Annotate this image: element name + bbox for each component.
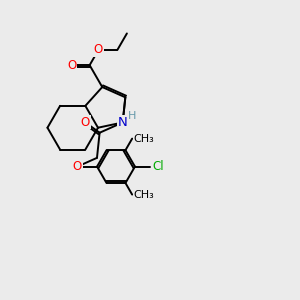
Text: O: O (67, 59, 76, 72)
Text: O: O (73, 160, 82, 173)
Text: S: S (118, 116, 127, 129)
Text: H: H (128, 111, 136, 121)
Text: O: O (81, 116, 90, 129)
Text: Cl: Cl (153, 160, 164, 173)
Text: N: N (118, 116, 128, 129)
Text: O: O (94, 44, 103, 56)
Text: CH₃: CH₃ (134, 134, 154, 144)
Text: CH₃: CH₃ (134, 190, 154, 200)
